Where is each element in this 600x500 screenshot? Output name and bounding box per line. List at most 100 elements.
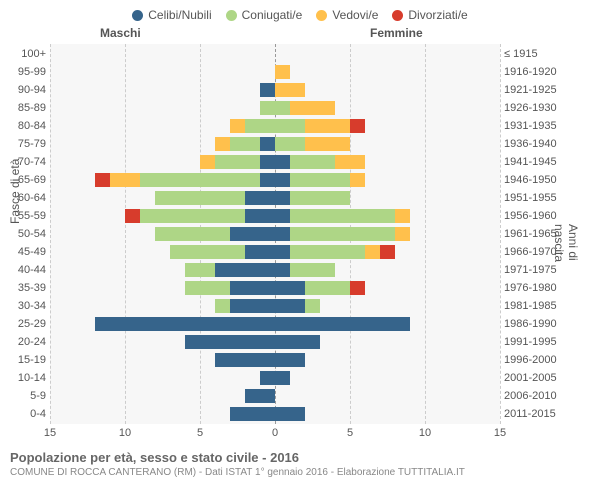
bar-male [200, 155, 215, 169]
bar-female [275, 371, 290, 385]
pyramid-row [50, 388, 500, 404]
x-tick: 5 [347, 427, 353, 439]
bar-female [275, 65, 290, 79]
pyramid-row [50, 262, 500, 278]
legend: Celibi/NubiliConiugati/eVedovi/eDivorzia… [0, 0, 600, 26]
pyramid-row [50, 406, 500, 422]
age-label: 75-79 [2, 136, 46, 152]
age-label: 0-4 [2, 406, 46, 422]
bar-male [245, 245, 275, 259]
pyramid-row [50, 154, 500, 170]
birth-year-label: 1966-1970 [504, 244, 594, 260]
pyramid-row [50, 370, 500, 386]
bar-male [155, 191, 245, 205]
birth-year-label: 2006-2010 [504, 388, 594, 404]
bar-female [275, 173, 290, 187]
bar-female [290, 173, 350, 187]
age-label: 60-64 [2, 190, 46, 206]
bar-female [275, 245, 290, 259]
header-male: Maschi [100, 26, 141, 40]
pyramid-row [50, 172, 500, 188]
birth-year-label: 1921-1925 [504, 82, 594, 98]
age-label: 20-24 [2, 334, 46, 350]
pyramid-row [50, 298, 500, 314]
bar-female [350, 281, 365, 295]
legend-swatch [226, 10, 237, 21]
birth-year-label: 1941-1945 [504, 154, 594, 170]
legend-item: Coniugati/e [226, 8, 303, 22]
age-label: 30-34 [2, 298, 46, 314]
bar-male [230, 299, 275, 313]
population-pyramid: Fasce di età Anni di nascita 15105051015… [0, 44, 600, 444]
bar-female [305, 137, 350, 151]
bar-male [110, 173, 140, 187]
birth-year-label: 1971-1975 [504, 262, 594, 278]
age-label: 35-39 [2, 280, 46, 296]
bar-female [380, 245, 395, 259]
bar-male [140, 173, 260, 187]
birth-year-label: 2001-2005 [504, 370, 594, 386]
grid-line [500, 44, 501, 424]
pyramid-row [50, 82, 500, 98]
bar-female [275, 191, 290, 205]
bar-male [260, 371, 275, 385]
x-tick: 15 [44, 427, 56, 439]
birth-year-label: 1936-1940 [504, 136, 594, 152]
birth-year-label: 1981-1985 [504, 298, 594, 314]
age-label: 65-69 [2, 172, 46, 188]
age-label: 85-89 [2, 100, 46, 116]
bar-female [275, 263, 290, 277]
gender-headers: Maschi Femmine [0, 26, 600, 44]
chart-subtitle: COMUNE DI ROCCA CANTERANO (RM) - Dati IS… [10, 467, 590, 478]
pyramid-row [50, 190, 500, 206]
bar-male [260, 173, 275, 187]
bar-male [215, 137, 230, 151]
bar-male [125, 209, 140, 223]
legend-label: Coniugati/e [242, 8, 303, 22]
bar-female [275, 407, 305, 421]
bar-female [275, 299, 305, 313]
bar-male [245, 209, 275, 223]
age-label: 25-29 [2, 316, 46, 332]
bar-female [275, 335, 320, 349]
pyramid-row [50, 136, 500, 152]
birth-year-label: 2011-2015 [504, 406, 594, 422]
bar-male [260, 155, 275, 169]
pyramid-row [50, 226, 500, 242]
bar-male [230, 227, 275, 241]
bar-male [95, 317, 275, 331]
birth-year-label: 1946-1950 [504, 172, 594, 188]
bar-male [230, 407, 275, 421]
bar-male [245, 389, 275, 403]
bar-female [290, 209, 395, 223]
bar-female [335, 155, 365, 169]
age-label: 80-84 [2, 118, 46, 134]
bar-female [305, 281, 350, 295]
legend-swatch [132, 10, 143, 21]
pyramid-row [50, 46, 500, 62]
bar-female [275, 209, 290, 223]
birth-year-label: 1996-2000 [504, 352, 594, 368]
bar-female [275, 353, 305, 367]
pyramid-row [50, 100, 500, 116]
x-tick: 5 [197, 427, 203, 439]
bar-male [245, 119, 275, 133]
bar-female [290, 101, 335, 115]
age-label: 70-74 [2, 154, 46, 170]
chart-footer: Popolazione per età, sesso e stato civil… [0, 444, 600, 478]
legend-label: Celibi/Nubili [148, 8, 211, 22]
birth-year-label: 1931-1935 [504, 118, 594, 134]
bar-female [275, 83, 305, 97]
birth-year-label: 1986-1990 [504, 316, 594, 332]
bar-male [95, 173, 110, 187]
bar-male [140, 209, 245, 223]
bar-male [230, 137, 260, 151]
legend-label: Vedovi/e [332, 8, 378, 22]
bar-male [155, 227, 230, 241]
bar-male [260, 83, 275, 97]
bar-male [185, 281, 230, 295]
bar-female [395, 227, 410, 241]
bar-male [260, 101, 275, 115]
age-label: 15-19 [2, 352, 46, 368]
bar-male [230, 119, 245, 133]
